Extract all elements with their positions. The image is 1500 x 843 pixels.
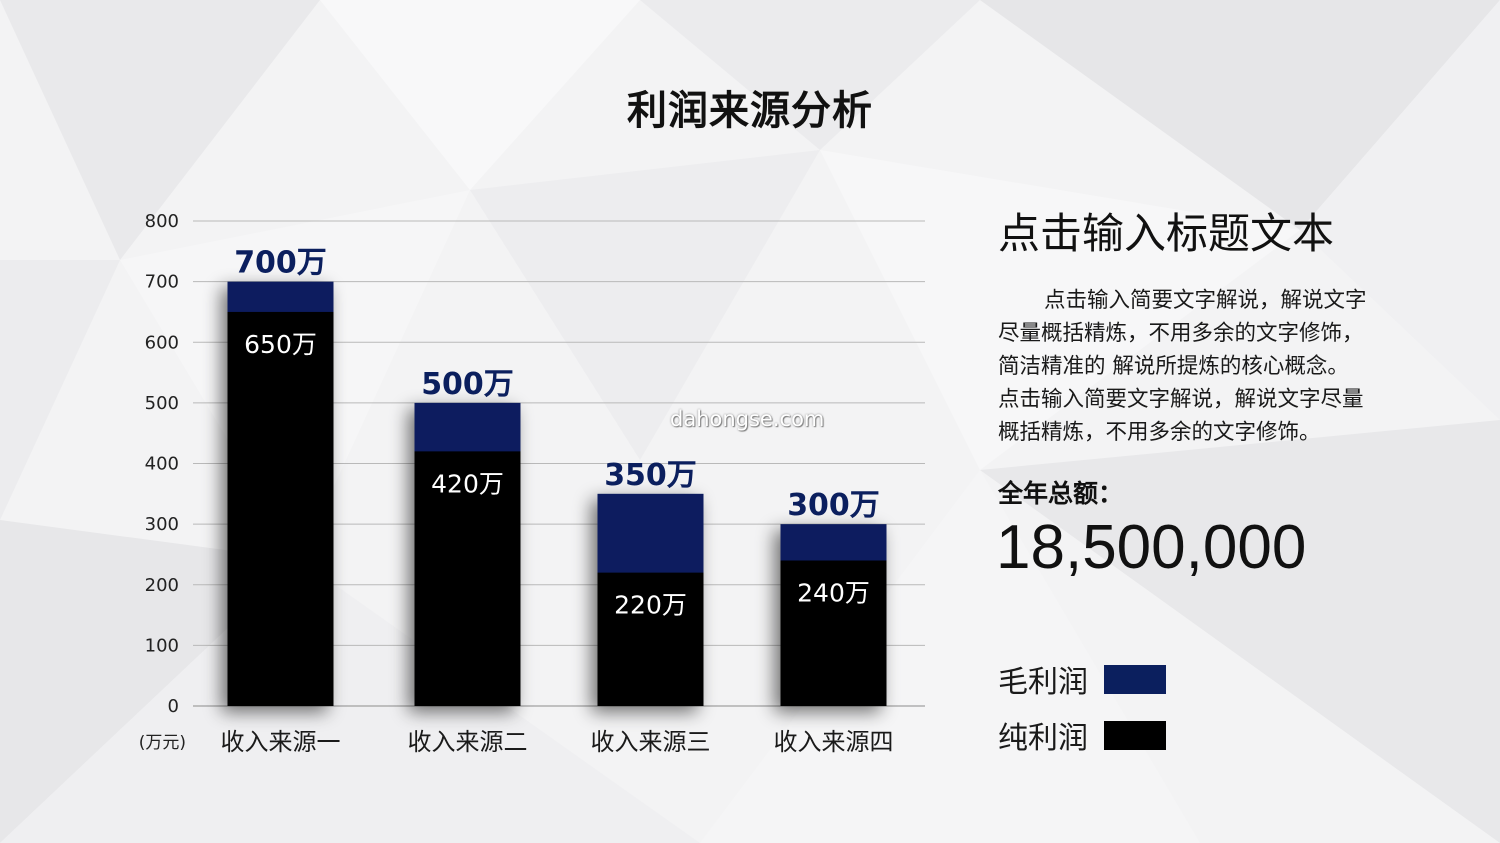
x-category-label: 收入来源四 [774, 728, 894, 756]
y-axis-unit-label: (万元) [139, 733, 186, 753]
y-tick-label: 500 [145, 393, 179, 414]
y-tick-label: 600 [145, 332, 179, 353]
y-tick-label: 100 [145, 635, 179, 656]
legend-label: 纯利润 [998, 721, 1088, 756]
data-label-net-profit: 650万 [244, 330, 317, 359]
legend-item-gross-profit: 毛利润 [998, 659, 1166, 700]
watermark: dahongse.com [670, 407, 825, 431]
description-line: 点击输入简要文字解说，解说文字 [1044, 288, 1367, 313]
y-tick-label: 800 [145, 211, 179, 232]
legend-label: 毛利润 [998, 665, 1088, 700]
bar-net-profit [597, 572, 704, 706]
y-tick-label: 0 [168, 696, 179, 717]
side-heading: 点击输入标题文本 [998, 209, 1335, 258]
data-label-net-profit: 240万 [797, 579, 870, 608]
legend-swatch-net [1104, 720, 1166, 750]
y-tick-label: 400 [145, 454, 179, 475]
page-title: 利润来源分析 [627, 88, 873, 134]
description-line: 尽量概括精炼，不用多余的文字修饰， [998, 321, 1364, 346]
description-line: 简洁精准的 解说所提炼的核心概念。 [998, 354, 1349, 379]
data-label-gross-profit: 500万 [421, 367, 514, 402]
legend-item-net-profit: 纯利润 [998, 715, 1166, 756]
y-tick-label: 700 [145, 272, 179, 293]
x-category-label: 收入来源一 [221, 728, 341, 756]
bar-net-profit [227, 311, 334, 706]
data-label-gross-profit: 700万 [234, 246, 327, 281]
y-tick-label: 300 [145, 514, 179, 535]
x-category-label: 收入来源三 [591, 728, 711, 756]
description-line: 点击输入简要文字解说，解说文字尽量 [998, 387, 1364, 412]
data-label-net-profit: 420万 [431, 469, 504, 498]
total-label: 全年总额： [998, 479, 1124, 508]
total-value: 18,500,000 [996, 513, 1307, 582]
side-description: 点击输入简要文字解说，解说文字 尽量概括精炼，不用多余的文字修饰， 简洁精准的 … [998, 284, 1408, 449]
data-label-net-profit: 220万 [614, 591, 687, 620]
legend-swatch-gross [1104, 664, 1166, 694]
data-label-gross-profit: 350万 [604, 458, 697, 493]
bar-net-profit [414, 451, 521, 706]
description-line: 概括精炼，不用多余的文字修饰。 [998, 420, 1321, 445]
data-label-gross-profit: 300万 [787, 488, 880, 523]
x-category-label: 收入来源二 [408, 728, 528, 756]
y-tick-label: 200 [145, 575, 179, 596]
bar-net-profit [780, 560, 887, 706]
